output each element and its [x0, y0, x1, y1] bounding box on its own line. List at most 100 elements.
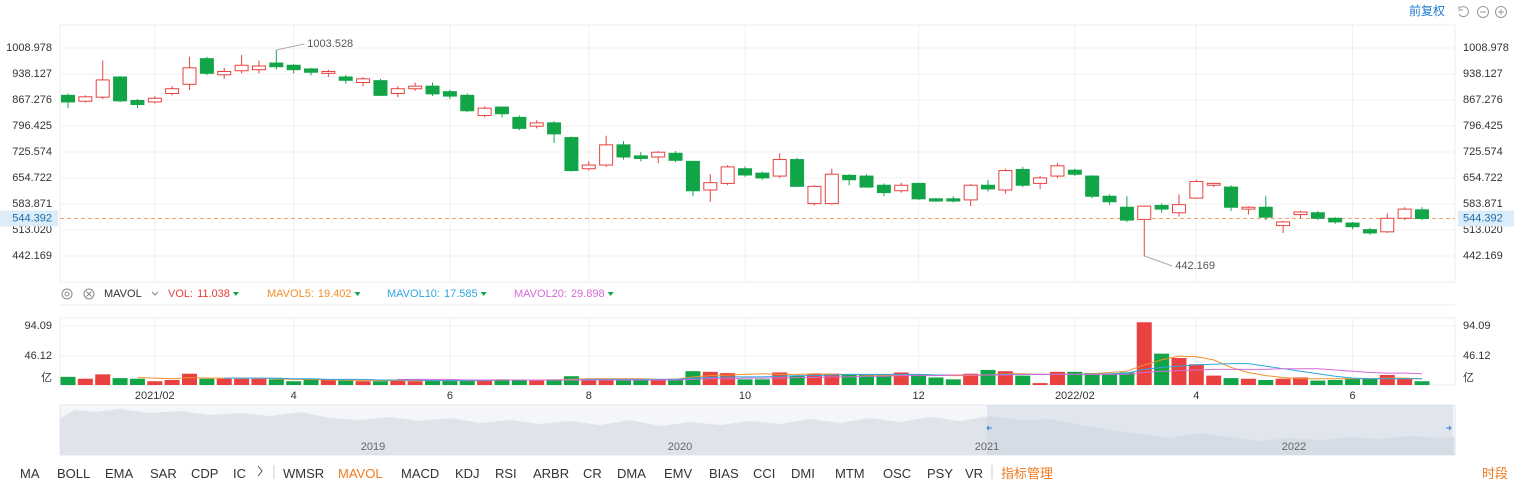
indicator-tab[interactable]: DMA — [617, 466, 646, 481]
volume-bar — [1102, 373, 1118, 385]
volume-bar — [789, 375, 805, 385]
toolbar-more[interactable] — [257, 465, 263, 477]
candle-body — [668, 152, 683, 161]
indicator-tab[interactable]: EMA — [105, 466, 134, 481]
legend-name: MAVOL5: — [267, 288, 314, 300]
indicator-tab[interactable]: CR — [583, 466, 602, 481]
volume-bar — [1067, 371, 1083, 385]
candle-body — [946, 198, 961, 202]
indicator-tab[interactable]: MACD — [401, 466, 440, 481]
indicator-tab[interactable]: IC — [233, 466, 246, 481]
candle-body — [373, 80, 388, 96]
indicator-tab[interactable]: WMSR — [283, 466, 325, 481]
candle-body — [1328, 217, 1343, 223]
indicator-tab[interactable]: ARBR — [533, 466, 570, 481]
candle-body — [442, 91, 457, 97]
period-button[interactable]: 时段 — [1481, 466, 1508, 481]
indicator-tab[interactable]: BIAS — [709, 466, 739, 481]
reset-icon[interactable] — [1458, 6, 1469, 18]
candle-body — [894, 184, 909, 192]
candle-body — [1206, 182, 1221, 186]
indicator-dropdown[interactable] — [151, 291, 159, 296]
y-tick-label: 94.09 — [24, 320, 52, 332]
settings-icon[interactable] — [61, 288, 73, 300]
candle-body — [1224, 186, 1239, 208]
last-price-label: 544.392 — [12, 212, 52, 224]
navigator-selection[interactable] — [987, 405, 1453, 455]
indicator-icons[interactable] — [61, 288, 159, 300]
volume-bar — [546, 379, 562, 385]
y-tick-label: 46.12 — [24, 350, 52, 362]
navigator-handles[interactable] — [986, 425, 1452, 431]
volume-bar — [1397, 378, 1413, 385]
candle-body — [199, 58, 214, 74]
volume-bar — [980, 369, 996, 385]
toolbar-icons[interactable] — [1458, 6, 1507, 18]
indicator-tab[interactable]: PSY — [927, 466, 954, 481]
y-tick-label: 442.169 — [12, 250, 52, 262]
indicator-tab[interactable]: VR — [965, 466, 984, 481]
indicator-tab[interactable]: KDJ — [455, 466, 480, 481]
volume-bar — [650, 379, 666, 385]
close-icon[interactable] — [83, 288, 95, 300]
indicator-manage[interactable]: 指标管理 — [1001, 466, 1054, 481]
max-annotation: 1003.528 — [307, 38, 353, 50]
candle-body — [269, 62, 284, 68]
volume-bar — [859, 374, 875, 385]
volume-bar — [1258, 379, 1274, 385]
candle-body — [859, 175, 874, 188]
indicator-tab[interactable]: CDP — [191, 466, 219, 481]
volume-bar — [251, 378, 267, 385]
volume-bar — [477, 379, 493, 385]
candle-body — [390, 88, 405, 95]
volume-bar — [1084, 373, 1100, 385]
candle-body — [1033, 177, 1048, 184]
candle-body — [581, 164, 596, 170]
legend-value: 17.585 — [444, 288, 478, 300]
candle-body — [1380, 217, 1395, 233]
candle-body — [963, 184, 978, 201]
indicator-tab[interactable]: DMI — [791, 466, 815, 481]
indicator-tab[interactable]: CCI — [753, 466, 776, 481]
candle-body — [182, 67, 197, 85]
legend-value: 19.402 — [317, 288, 352, 300]
candle-body — [824, 173, 839, 205]
indicator-tab[interactable]: MAVOL — [338, 466, 383, 481]
candle-body — [130, 99, 145, 106]
y-tick-label: 725.574 — [12, 146, 52, 158]
indicator-name[interactable]: MAVOL — [104, 288, 142, 300]
y-tick-label: 513.020 — [12, 224, 52, 236]
zoom-out-icon[interactable] — [1477, 6, 1489, 18]
candle-body — [304, 68, 319, 73]
volume-bar — [1310, 380, 1326, 385]
indicator-tab[interactable]: SAR — [150, 466, 177, 481]
volume-bar — [494, 379, 510, 385]
volume-bar — [320, 379, 336, 385]
indicator-tab[interactable]: EMV — [664, 466, 693, 481]
volume-bar — [1206, 375, 1222, 385]
candle-body — [1067, 169, 1082, 175]
legend-dropdown — [354, 292, 361, 296]
navigator-area — [60, 409, 1455, 455]
adjust-link[interactable]: 前复权 — [1409, 3, 1445, 18]
candle-body — [512, 116, 527, 129]
indicator-tab[interactable]: MTM — [835, 466, 865, 481]
candle-body — [633, 155, 648, 159]
price-frame — [59, 24, 1456, 283]
indicator-tab[interactable]: OSC — [883, 466, 912, 481]
volume-bar — [164, 379, 180, 385]
indicator-tab[interactable]: RSI — [495, 466, 517, 481]
candle-body — [1015, 168, 1030, 186]
volume-bar — [95, 374, 111, 385]
volume-bar — [563, 376, 579, 385]
candle-body — [251, 65, 266, 71]
indicator-tab[interactable]: BOLL — [57, 466, 91, 481]
legend-name: MAVOL20: — [514, 288, 567, 300]
y-tick-label: 796.425 — [12, 120, 52, 132]
volume-bar — [1015, 375, 1031, 385]
navigator-year: 2020 — [668, 441, 692, 453]
indicator-tab[interactable]: MA — [20, 466, 40, 481]
navigator[interactable] — [59, 404, 1456, 456]
y-tick-label-right: 796.425 — [1463, 120, 1503, 132]
zoom-in-icon[interactable] — [1495, 6, 1507, 18]
